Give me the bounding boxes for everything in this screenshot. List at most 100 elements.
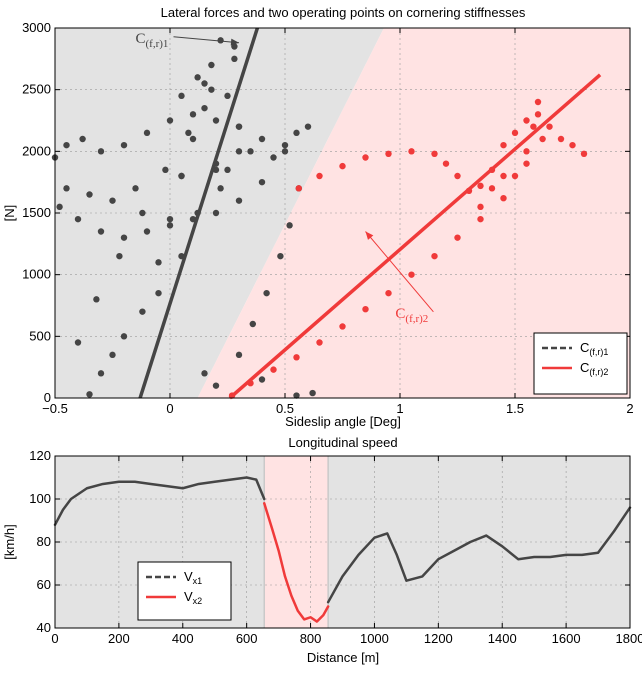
top-y-tick-label: 3000 [22,20,51,35]
top-legend-entry: C(f,r)2 [580,360,608,377]
bottom-x-tick-label: 800 [300,631,322,646]
top-data-point [316,339,323,346]
top-data-point [277,252,284,260]
top-data-point [511,129,519,137]
top-data-point [408,148,415,155]
bottom-y-tick-label: 60 [37,577,51,592]
top-data-point [477,215,484,223]
top-data-point [539,135,546,143]
top-data-point [523,117,530,124]
bottom-series-layer [53,476,632,623]
top-data-point [408,271,415,278]
top-fit-lines [138,27,602,400]
bottom-legend-subscript: x1 [193,576,203,586]
top-data-point [500,141,507,149]
top-data-point [431,252,438,260]
top-data-point [143,129,151,137]
top-panel: Lateral forces and two operating points … [2,5,634,429]
top-data-point [235,197,243,204]
bottom-x-axis: 0 200 400 600 800 1000 1200 1400 1600 1800 [51,456,642,646]
top-data-point [258,178,266,186]
top-legend-subscript: (f,r)2 [589,367,608,377]
top-data-point [488,185,496,192]
top-y-axis: 0 500 1000 1500 2000 2500 3000 [22,20,630,405]
bottom-y-axis-label: [km/h] [2,524,17,559]
top-data-point [534,98,542,106]
top-data-point [431,150,438,157]
top-data-point [166,222,174,229]
bottom-x-tick-label: 600 [236,631,258,646]
top-x-tick-label: −0.5 [42,401,68,416]
bottom-speed-series [326,506,632,604]
top-data-point [208,61,215,69]
bottom-shaded-region [328,456,630,628]
top-data-point [500,195,507,202]
top-data-point [235,123,243,130]
bottom-speed-series [262,502,330,623]
bottom-x-tick-label: 1600 [552,631,581,646]
top-data-point [477,182,484,190]
top-data-point [477,203,484,211]
top-data-point [63,141,70,149]
top-data-point [385,289,392,297]
top-data-point [281,141,289,149]
top-data-point [557,135,565,143]
top-data-point [86,191,93,198]
top-data-point [74,215,82,223]
top-data-point [530,123,537,130]
bottom-panel: Longitudinal speed 0 200 400 600 800 1000 1200… [2,435,642,665]
top-data-point [263,289,270,297]
top-data-point [293,129,300,137]
top-data-point [139,308,146,315]
top-data-point [109,197,116,204]
top-data-point [442,160,450,167]
top-data-point [339,162,346,170]
annotation-subscript: (f,r)1 [146,38,169,50]
top-series-layer [51,37,588,399]
top-data-point [523,160,530,167]
top-y-tick-label: 500 [29,328,51,343]
top-data-point [217,37,224,44]
top-data-point [97,228,105,235]
top-annotation-arrowhead [230,38,239,46]
annotation-symbol: C [136,31,146,47]
bottom-legend-entry: Vx1 [184,569,202,586]
top-x-tick-label: 1 [396,401,403,416]
top-data-point [97,370,105,377]
top-data-point [201,80,208,87]
top-data-point [132,185,139,192]
bottom-x-tick-label: 200 [108,631,130,646]
top-data-point [500,172,507,180]
top-annotation-label: C(f,r)2 [395,306,428,325]
top-annotation-arrowhead [365,231,374,240]
top-data-point [309,389,316,397]
top-data-point [235,351,243,359]
top-data-point [109,351,116,359]
top-y-tick-label: 1500 [22,205,51,220]
bottom-x-tick-label: 0 [51,631,58,646]
top-y-tick-label: 0 [44,390,51,405]
bottom-legend-symbol: V [184,589,193,604]
bottom-legend-entry: Vx2 [184,589,202,606]
bottom-legend-box [137,561,232,621]
top-data-point [93,296,100,303]
top-x-axis-label: Sideslip angle [Deg] [285,414,401,429]
top-legend-subscript: (f,r)1 [589,347,608,357]
bottom-y-axis: 40 60 80 100 120 [29,448,630,635]
top-annotations: C(f,r)1C(f,r)2 [136,31,434,325]
top-y-axis-label: [N] [2,205,17,222]
top-data-point [217,185,224,192]
top-data-point [362,306,369,313]
bottom-x-tick-label: 1200 [424,631,453,646]
top-data-point [534,111,542,118]
top-y-tick-label: 2500 [22,82,51,97]
top-data-point [63,185,70,192]
top-data-point [212,209,220,217]
bottom-x-tick-label: 1400 [488,631,517,646]
top-data-point [120,141,128,149]
top-annotation-arrow [173,36,240,44]
annotation-symbol: C [395,306,405,322]
top-data-point [385,150,392,157]
top-data-point [286,222,293,229]
